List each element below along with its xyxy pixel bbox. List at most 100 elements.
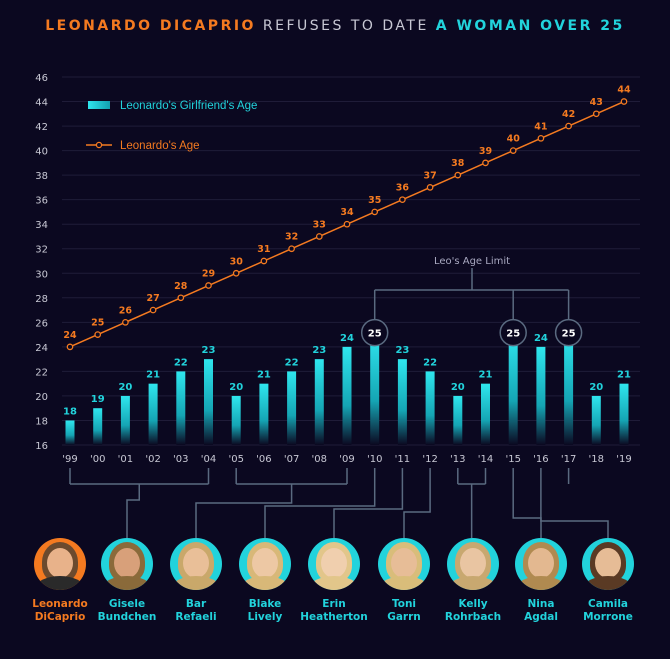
bar-value-label: 24 <box>340 333 354 344</box>
leo-age-label: 43 <box>590 97 603 108</box>
bar <box>564 334 574 445</box>
leo-age-label: 30 <box>230 256 244 267</box>
bar-value-label: 22 <box>174 357 188 368</box>
x-tick-label: '04 <box>201 454 216 465</box>
leo-age-marker <box>66 343 74 351</box>
leo-age-marker <box>537 134 545 142</box>
leo-age-label: 36 <box>396 183 410 194</box>
x-tick-label: '13 <box>450 454 465 465</box>
chart-title: LEONARDO DICAPRIO REFUSES TO DATE A WOMA… <box>0 18 670 34</box>
x-tick-label: '05 <box>228 454 243 465</box>
y-tick-label: 22 <box>35 367 48 378</box>
y-tick-label: 36 <box>35 196 48 207</box>
bar-value-label: 20 <box>589 382 603 393</box>
bar-value-label: 21 <box>146 370 160 381</box>
y-tick-label: 42 <box>35 122 48 133</box>
age-limit-circle <box>360 318 389 347</box>
bar <box>453 395 463 445</box>
leo-age-label: 42 <box>562 109 575 120</box>
bar <box>93 408 103 445</box>
leo-age-marker <box>122 318 129 326</box>
x-tick-label: '09 <box>339 454 354 465</box>
bar-value-label: 22 <box>423 357 437 368</box>
bar <box>148 383 158 445</box>
y-tick-label: 44 <box>35 98 48 109</box>
person-connector <box>512 484 542 538</box>
bar-value-label: 21 <box>617 370 631 381</box>
x-tick-label: '06 <box>256 454 271 465</box>
leo-age-marker <box>260 257 268 265</box>
leo-age-label: 32 <box>285 232 298 243</box>
title-part-leonardo: LEONARDO DICAPRIO <box>45 18 256 34</box>
leo-age-marker <box>454 171 462 179</box>
y-tick-label: 18 <box>35 416 48 427</box>
x-tick-label: '17 <box>561 454 576 465</box>
y-tick-label: 40 <box>35 147 48 158</box>
y-tick-label: 26 <box>35 318 48 329</box>
y-tick-label: 30 <box>35 269 48 280</box>
bar-value-label: 20 <box>229 382 243 393</box>
leo-age-label: 41 <box>534 121 547 132</box>
leo-age-marker <box>399 196 406 204</box>
y-tick-label: 32 <box>35 245 48 256</box>
x-tick-label: '03 <box>173 454 188 465</box>
x-tick-label: '01 <box>118 454 133 465</box>
leo-age-line: 24 25 26 27 28 29 30 31 32 33 34 35 36 37 38 39 40 41 42 43… <box>63 85 631 351</box>
bar <box>536 346 546 445</box>
leo-age-marker <box>288 245 295 253</box>
person-connector <box>540 484 609 538</box>
leo-age-label: 29 <box>202 269 215 280</box>
legend-bar-label: Leonardo's Girlfriend's Age <box>120 100 257 112</box>
legend-bar-swatch <box>88 101 110 109</box>
y-tick-label: 24 <box>35 343 48 354</box>
bar <box>591 395 601 445</box>
y-tick-label: 28 <box>35 294 48 305</box>
leo-age-label: 28 <box>174 281 188 292</box>
bar <box>619 383 629 445</box>
leo-age-label: 31 <box>257 244 270 255</box>
leo-age-marker <box>509 147 517 154</box>
person-connector <box>403 484 431 538</box>
leo-age-marker <box>482 159 489 167</box>
leo-age-label: 26 <box>119 305 133 316</box>
title-part-woman: A WOMAN OVER 25 <box>435 18 625 34</box>
bar-value-label: 23 <box>395 345 409 356</box>
age-limit-circle <box>554 318 583 347</box>
leo-age-label: 24 <box>63 330 77 341</box>
person-connector <box>264 484 376 538</box>
x-tick-label: '19 <box>616 454 631 465</box>
bar <box>176 371 186 445</box>
legend-line-label: Leonardo's Age <box>120 140 200 152</box>
leo-age-label: 44 <box>617 85 631 96</box>
bar <box>120 395 130 445</box>
bar <box>481 383 490 445</box>
x-tick-label: '18 <box>589 454 604 465</box>
bars: 18 19 20 21 22 23 20 21 22 23 24 25 23 22 20 21 25 24 25 20… <box>63 318 631 445</box>
bar-value-label: 19 <box>91 394 105 405</box>
leo-age-marker <box>343 220 351 228</box>
leo-age-label: 39 <box>479 146 492 157</box>
x-tick-label: '11 <box>395 454 410 465</box>
leo-age-marker <box>94 331 102 338</box>
x-tick-label: '12 <box>422 454 437 465</box>
x-axis-ticks: '99 '00 '01 '02 '03 '04 '05 '06 '07 '08 '09 '10 '11 '… <box>62 454 631 465</box>
leo-age-label: 40 <box>507 134 521 145</box>
bar-value-label: 18 <box>63 406 77 417</box>
bar <box>65 420 75 445</box>
bar <box>314 359 324 445</box>
title-part-refuses: REFUSES TO DATE <box>255 18 436 34</box>
leo-age-label: 38 <box>451 158 465 169</box>
bar-value-label: 25 <box>506 329 520 340</box>
bar-value-label: 20 <box>118 382 132 393</box>
legend: Leonardo's Girlfriend's Age Leonardo's A… <box>86 100 257 152</box>
bar-value-label: 20 <box>451 382 465 393</box>
x-tick-label: '07 <box>284 454 299 465</box>
x-tick-label: '08 <box>312 454 327 465</box>
leo-age-label: 34 <box>340 207 354 218</box>
y-tick-label: 46 <box>35 73 48 84</box>
x-tick-label: '16 <box>533 454 548 465</box>
x-tick-label: '10 <box>367 454 382 465</box>
bar <box>397 359 407 445</box>
person-connector <box>126 484 140 538</box>
